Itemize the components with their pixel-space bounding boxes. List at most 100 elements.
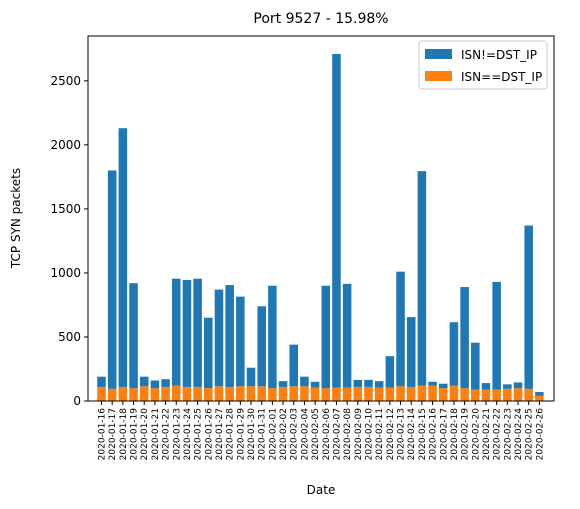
bar-isn-eq-dst-2020-01-29 <box>236 386 245 401</box>
bar-isn-eq-dst-2020-02-24 <box>513 388 523 401</box>
x-tick-label: 2020-02-26 <box>535 408 545 461</box>
bar-isn-neq-dst-2020-02-16 <box>428 381 437 386</box>
bar-isn-eq-dst-2020-02-17 <box>438 388 448 401</box>
y-axis-label: TCP SYN packets <box>9 168 23 269</box>
x-tick-label: 2020-02-01 <box>268 408 278 460</box>
x-tick-label: 2020-02-21 <box>482 408 492 460</box>
bar-isn-neq-dst-2020-02-05 <box>310 381 320 388</box>
x-tick-label: 2020-02-07 <box>332 408 342 460</box>
bar-isn-eq-dst-2020-01-31 <box>257 386 266 401</box>
x-tick-label: 2020-02-06 <box>322 408 332 461</box>
x-tick-label: 2020-02-12 <box>386 408 396 460</box>
y-tick-label: 0 <box>73 394 81 408</box>
x-tick-label: 2020-01-27 <box>215 408 225 460</box>
x-tick-label: 2020-01-24 <box>183 408 193 461</box>
bar-isn-neq-dst-2020-02-17 <box>438 383 448 389</box>
bar-isn-neq-dst-2020-01-20 <box>139 376 149 387</box>
bar-isn-eq-dst-2020-02-10 <box>364 386 373 401</box>
bar-isn-neq-dst-2020-02-23 <box>503 384 512 389</box>
bar-isn-eq-dst-2020-02-19 <box>460 388 469 401</box>
bar-isn-eq-dst-2020-01-27 <box>214 386 224 401</box>
bar-isn-eq-dst-2020-01-23 <box>171 385 181 401</box>
bar-isn-eq-dst-2020-02-07 <box>332 387 341 401</box>
bar-isn-neq-dst-2020-01-17 <box>107 170 117 389</box>
bar-isn-eq-dst-2020-02-14 <box>406 386 416 401</box>
x-tick-label: 2020-02-13 <box>397 408 407 460</box>
legend-label: ISN!=DST_IP <box>461 48 537 62</box>
bar-isn-eq-dst-2020-02-21 <box>481 389 491 401</box>
bar-isn-neq-dst-2020-02-26 <box>535 392 544 396</box>
x-tick-label: 2020-02-10 <box>365 408 375 461</box>
bar-isn-eq-dst-2020-01-20 <box>139 386 149 401</box>
bar-isn-eq-dst-2020-02-03 <box>289 386 299 401</box>
x-tick-label: 2020-01-22 <box>162 408 172 460</box>
x-tick-label: 2020-02-05 <box>311 408 321 460</box>
bar-isn-eq-dst-2020-01-19 <box>129 388 138 401</box>
bar-isn-eq-dst-2020-02-23 <box>503 388 512 401</box>
bar-isn-neq-dst-2020-02-15 <box>417 171 427 386</box>
x-tick-label: 2020-02-25 <box>525 408 535 460</box>
x-tick-label: 2020-02-11 <box>375 408 385 460</box>
bar-isn-neq-dst-2020-01-27 <box>214 289 224 387</box>
bar-isn-eq-dst-2020-01-21 <box>150 388 160 401</box>
x-tick-label: 2020-01-30 <box>247 408 257 461</box>
bar-isn-eq-dst-2020-02-18 <box>449 385 459 401</box>
y-tick-label: 2000 <box>50 138 81 152</box>
bar-isn-eq-dst-2020-01-22 <box>161 386 170 401</box>
plot-frame <box>87 35 555 402</box>
x-axis: 2020-01-16 2020-01-17 2020-01-18 2020-01-19… <box>98 401 545 461</box>
bar-isn-neq-dst-2020-02-18 <box>449 322 459 386</box>
bar-isn-neq-dst-2020-02-13 <box>396 271 405 387</box>
bar-isn-neq-dst-2020-01-25 <box>193 278 202 387</box>
bar-isn-neq-dst-2020-02-03 <box>289 344 299 387</box>
y-tick-label: 1000 <box>50 266 81 280</box>
bar-isn-neq-dst-2020-02-04 <box>300 376 309 387</box>
bar-isn-neq-dst-2020-02-21 <box>481 383 491 390</box>
x-tick-label: 2020-02-14 <box>407 408 417 461</box>
bar-isn-eq-dst-2020-02-25 <box>524 388 533 401</box>
bar-isn-neq-dst-2020-02-08 <box>342 283 352 388</box>
bar-isn-eq-dst-2020-02-04 <box>300 386 309 401</box>
y-tick-label: 1500 <box>50 202 81 216</box>
bar-isn-eq-dst-2020-01-25 <box>193 386 202 401</box>
legend-swatch <box>425 71 452 81</box>
bar-isn-eq-dst-2020-01-28 <box>225 386 234 401</box>
y-axis: 0 500 1000 1500 2000 2500 <box>50 74 88 408</box>
bar-isn-neq-dst-2020-01-29 <box>236 296 245 387</box>
x-tick-label: 2020-02-17 <box>439 408 449 460</box>
bar-isn-neq-dst-2020-01-23 <box>171 278 181 386</box>
bar-isn-neq-dst-2020-02-12 <box>385 356 395 388</box>
legend-label: ISN==DST_IP <box>461 70 542 84</box>
legend-swatch <box>425 49 452 59</box>
bar-isn-eq-dst-2020-02-13 <box>396 386 405 401</box>
x-tick-label: 2020-02-23 <box>503 408 513 460</box>
bar-isn-eq-dst-2020-02-06 <box>321 388 331 401</box>
bar-isn-neq-dst-2020-02-02 <box>278 381 288 387</box>
x-tick-label: 2020-01-21 <box>151 408 161 460</box>
x-tick-label: 2020-01-26 <box>204 408 214 461</box>
bar-isn-eq-dst-2020-02-05 <box>310 387 320 401</box>
x-tick-label: 2020-01-25 <box>194 408 204 460</box>
x-tick-label: 2020-01-18 <box>119 408 129 461</box>
bar-isn-eq-dst-2020-02-09 <box>353 386 363 401</box>
x-tick-label: 2020-02-09 <box>354 408 364 461</box>
bar-isn-neq-dst-2020-01-28 <box>225 285 234 387</box>
legend: ISN!=DST_IP ISN==DST_IP <box>418 40 548 90</box>
bar-isn-neq-dst-2020-02-07 <box>332 53 341 388</box>
x-tick-label: 2020-02-03 <box>290 408 300 460</box>
bar-isn-neq-dst-2020-01-21 <box>150 380 160 389</box>
bar-isn-neq-dst-2020-02-01 <box>268 285 277 389</box>
bar-isn-neq-dst-2020-01-16 <box>97 376 106 387</box>
bar-isn-eq-dst-2020-01-30 <box>246 386 256 401</box>
x-tick-label: 2020-02-24 <box>514 408 524 461</box>
bar-isn-eq-dst-2020-02-02 <box>278 386 288 401</box>
x-tick-label: 2020-02-16 <box>429 408 439 461</box>
bar-isn-eq-dst-2020-02-12 <box>385 387 395 401</box>
bar-isn-eq-dst-2020-02-15 <box>417 385 427 401</box>
bar-isn-neq-dst-2020-02-11 <box>374 381 384 388</box>
bar-isn-neq-dst-2020-01-24 <box>182 279 192 387</box>
bar-isn-eq-dst-2020-02-11 <box>374 387 384 401</box>
bar-isn-eq-dst-2020-02-16 <box>428 385 437 401</box>
